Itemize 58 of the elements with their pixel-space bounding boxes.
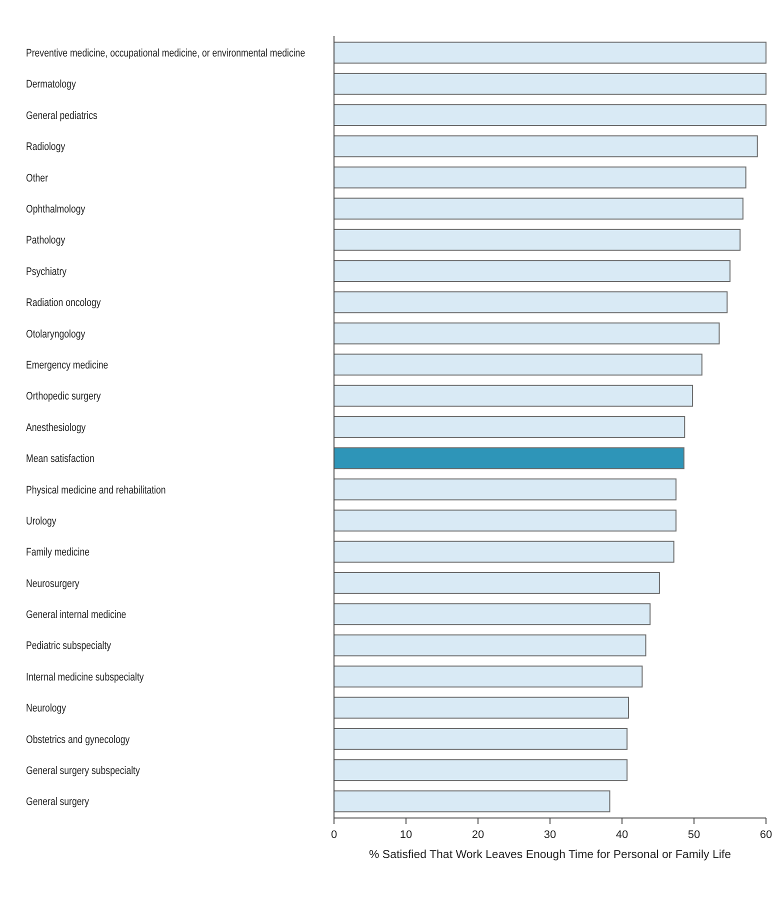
y-tick-label: Preventive medicine, occupational medicine, or environmental medicine <box>26 48 306 60</box>
y-tick-label: General pediatrics <box>26 110 98 122</box>
x-tick-label: 10 <box>400 829 412 841</box>
bar <box>334 198 744 220</box>
x-tick-label: 60 <box>760 829 772 841</box>
y-tick-label: Obstetrics and gynecology <box>26 734 130 746</box>
y-tick-label: Ophthalmology <box>26 204 86 216</box>
bar <box>334 416 686 438</box>
y-tick-label: General surgery <box>26 796 90 808</box>
y-tick-label: General surgery subspecialty <box>26 765 140 778</box>
x-tick-label: 30 <box>544 829 556 841</box>
bar <box>334 322 720 344</box>
bar <box>334 228 741 251</box>
bar <box>334 759 628 782</box>
y-tick-label: Radiology <box>26 141 66 154</box>
bar <box>334 790 610 812</box>
y-tick-label: Internal medicine subspecialty <box>26 672 144 684</box>
y-tick-label: Pediatric subspecialty <box>26 640 112 653</box>
x-tick-label: 0 <box>330 829 338 841</box>
x-axis-title: % Satisfied That Work Leaves Enough Time for Personal or Family Life <box>369 849 731 861</box>
y-tick-label: Pathology <box>26 234 66 248</box>
y-tick-label: Radiation oncology <box>26 297 101 310</box>
bar <box>334 603 651 626</box>
bar <box>334 540 674 563</box>
y-tick-label: General internal medicine <box>26 609 127 622</box>
y-tick-label: Family medicine <box>26 546 90 559</box>
bar <box>334 666 643 688</box>
y-tick-label: Emergency medicine <box>26 360 109 372</box>
bar <box>334 166 746 188</box>
bar <box>334 384 694 407</box>
y-tick-label: Dermatology <box>26 78 76 92</box>
bar <box>334 104 766 126</box>
bar <box>334 72 766 95</box>
y-tick-label: Physical medicine and rehabilitation <box>26 484 166 497</box>
bar <box>334 291 728 314</box>
bar <box>334 728 628 750</box>
bar <box>334 447 684 470</box>
x-tick-label: 20 <box>472 829 484 841</box>
y-tick-label: Orthopedic surgery <box>26 390 101 403</box>
y-tick-label: Urology <box>26 516 56 528</box>
x-tick-label: 40 <box>616 829 628 841</box>
bar <box>334 478 676 500</box>
y-tick-label: Neurosurgery <box>26 578 80 590</box>
x-tick-label: 50 <box>688 829 700 841</box>
bar <box>334 696 629 719</box>
bar <box>334 135 758 158</box>
bar <box>334 260 730 282</box>
y-tick-label: Mean satisfaction <box>26 453 94 466</box>
bar <box>334 354 702 376</box>
y-tick-label: Anesthesiology <box>26 422 86 434</box>
y-tick-label: Neurology <box>26 702 66 715</box>
bar <box>334 634 646 656</box>
y-tick-label: Other <box>26 172 49 185</box>
y-tick-label: Psychiatry <box>26 266 67 278</box>
bar <box>334 510 676 532</box>
bar <box>334 42 766 64</box>
bar <box>334 572 660 594</box>
y-tick-label: Otolaryngology <box>26 328 86 341</box>
